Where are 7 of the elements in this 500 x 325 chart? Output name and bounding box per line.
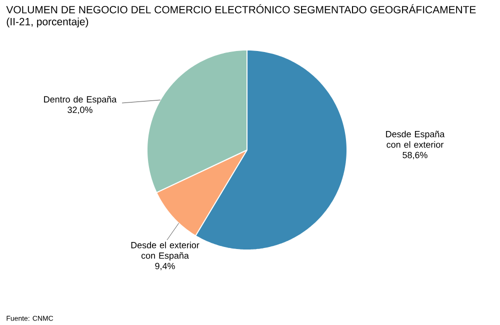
data-label: 32,0% (68, 106, 92, 114)
slice-label: Desde el exterior con España (131, 242, 200, 261)
data-label: 58,6% (402, 152, 428, 160)
data-label: 9,4% (155, 262, 175, 270)
chart-title: VOLUMEN DE NEGOCIO DEL COMERCIO ELECTRÓNICO SEGMENTADO GEOGRÁFICAMENTE (II-21, porcentaje) (6, 4, 476, 28)
slice-label: Desde España con el exterior (386, 130, 445, 148)
slice-label: Dentro de España (44, 96, 117, 104)
